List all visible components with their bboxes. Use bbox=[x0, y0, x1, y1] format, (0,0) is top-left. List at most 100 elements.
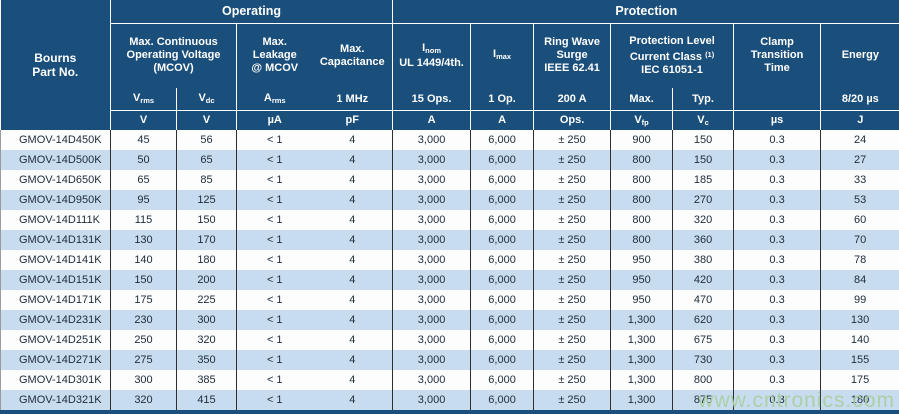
value-cell: 4 bbox=[312, 170, 394, 190]
value-cell: < 1 bbox=[266, 154, 283, 166]
value-cell: 270 bbox=[672, 190, 735, 210]
symbol-header-4: 15 Ops. bbox=[392, 88, 472, 111]
value-cell: 6,000 bbox=[470, 230, 535, 250]
value-cell: 3,000 bbox=[392, 390, 472, 410]
value-cell: 3,000 bbox=[392, 350, 472, 370]
value-cell: 6,000 bbox=[470, 210, 535, 230]
value-cell: 4 bbox=[312, 210, 394, 230]
symbol-header-10: 8/20 µs bbox=[820, 88, 899, 111]
value-cell: 150 bbox=[110, 270, 177, 290]
value-cell: 1,300 bbox=[610, 350, 674, 370]
value-cell: 0.3 bbox=[733, 390, 822, 410]
value-cell: 3,000 bbox=[392, 290, 472, 310]
value-cell: < 1 bbox=[266, 234, 283, 246]
value-cell: 130 bbox=[110, 230, 177, 250]
part-number-cell: GMOV-14D950K bbox=[0, 190, 111, 210]
value-cell: 140 bbox=[820, 330, 899, 350]
value-cell: 3,000 bbox=[392, 230, 472, 250]
value-cell: 155 bbox=[820, 350, 899, 370]
part-col-header: Bourns Part No. bbox=[0, 0, 111, 130]
value-cell: 1,300 bbox=[610, 390, 674, 410]
table-row: GMOV-14D321K 320 415 < 1 4 3,000 6,000 ± 250 1,3… bbox=[0, 390, 899, 410]
value-cell: ± 250 bbox=[533, 150, 612, 170]
value-cell: 180 bbox=[820, 390, 899, 410]
value-cell: 4 bbox=[312, 290, 394, 310]
value-cell: 150 bbox=[672, 130, 735, 150]
value-cell: 33 bbox=[820, 170, 899, 190]
value-cell: 200 bbox=[176, 270, 237, 290]
unit-header-8: Vc bbox=[672, 110, 735, 130]
value-cell: 3,000 bbox=[392, 270, 472, 290]
symbol-header-9 bbox=[733, 88, 822, 111]
value-cell: 300 bbox=[176, 310, 237, 330]
table-row: GMOV-14D301K 300 385 < 1 4 3,000 6,000 ± 250 1,3… bbox=[0, 370, 899, 390]
value-cell: 27 bbox=[820, 150, 899, 170]
value-cell: 4 bbox=[312, 270, 394, 290]
value-cell: 380 bbox=[672, 250, 735, 270]
value-cell: < 1 bbox=[266, 294, 283, 306]
value-cell: 150 bbox=[176, 210, 237, 230]
value-cell: < 1 bbox=[266, 194, 283, 206]
value-cell: 65 bbox=[176, 150, 237, 170]
symbol-header-0: Vrms bbox=[110, 88, 177, 111]
value-cell: 85 bbox=[176, 170, 237, 190]
part-number-cell: GMOV-14D171K bbox=[0, 290, 111, 310]
part-number-cell: GMOV-14D271K bbox=[0, 350, 111, 370]
value-cell: 1,300 bbox=[610, 310, 674, 330]
table-row: GMOV-14D131K 130 170 < 1 4 3,000 6,000 ± 250 800… bbox=[0, 230, 899, 250]
value-cell: 170 bbox=[176, 230, 237, 250]
value-cell: ± 250 bbox=[533, 290, 612, 310]
value-cell: ± 250 bbox=[533, 250, 612, 270]
value-cell: 65 bbox=[110, 170, 177, 190]
value-cell: ± 250 bbox=[533, 330, 612, 350]
table-row: GMOV-14D171K 175 225 < 1 4 3,000 6,000 ± 250 950… bbox=[0, 290, 899, 310]
value-cell: 4 bbox=[312, 250, 394, 270]
value-cell: 3,000 bbox=[392, 170, 472, 190]
value-cell: 175 bbox=[110, 290, 177, 310]
value-cell: 320 bbox=[110, 390, 177, 410]
value-cell: 1,300 bbox=[610, 370, 674, 390]
value-cell: 185 bbox=[672, 170, 735, 190]
group-header-protection: Protection bbox=[392, 0, 899, 24]
symbol-header-1: Vdc bbox=[176, 88, 237, 111]
value-cell: ± 250 bbox=[533, 270, 612, 290]
value-cell: 875 bbox=[672, 390, 735, 410]
header-group-row: Bourns Part No. Operating Protection bbox=[0, 0, 899, 130]
value-cell: 0.3 bbox=[733, 250, 822, 270]
value-cell: 6,000 bbox=[470, 370, 535, 390]
part-number-cell: GMOV-14D231K bbox=[0, 310, 111, 330]
value-cell: 140 bbox=[110, 250, 177, 270]
value-cell: 620 bbox=[672, 310, 735, 330]
value-cell: 420 bbox=[672, 270, 735, 290]
value-cell: 70 bbox=[820, 230, 899, 250]
value-cell: 800 bbox=[610, 170, 674, 190]
table-header: Bourns Part No. Operating Protection Max. Co… bbox=[0, 0, 899, 130]
table-row: GMOV-14D231K 230 300 < 1 4 3,000 6,000 ± 250 1,3… bbox=[0, 310, 899, 330]
value-cell: 4 bbox=[312, 130, 394, 150]
value-cell: 800 bbox=[610, 230, 674, 250]
value-cell: 95 bbox=[110, 190, 177, 210]
value-cell: 800 bbox=[610, 190, 674, 210]
table-body: GMOV-14D450K 45 56 < 1 4 3,000 6,000 ± 250 900 15… bbox=[0, 130, 899, 410]
value-cell: 350 bbox=[176, 350, 237, 370]
value-cell: 4 bbox=[312, 370, 394, 390]
value-cell: 0.3 bbox=[733, 270, 822, 290]
value-cell: 50 bbox=[110, 150, 177, 170]
value-cell: 6,000 bbox=[470, 150, 535, 170]
value-cell: 4 bbox=[312, 390, 394, 410]
value-cell: 4 bbox=[312, 310, 394, 330]
value-cell: 175 bbox=[820, 370, 899, 390]
value-cell: < 1 bbox=[266, 174, 283, 186]
value-cell: 0.3 bbox=[733, 290, 822, 310]
value-cell: < 1 bbox=[266, 394, 283, 406]
value-cell: 6,000 bbox=[470, 290, 535, 310]
value-cell: 45 bbox=[110, 130, 177, 150]
part-number-cell: GMOV-14D450K bbox=[0, 130, 111, 150]
value-cell: 53 bbox=[820, 190, 899, 210]
value-cell: 150 bbox=[672, 150, 735, 170]
value-cell: 800 bbox=[672, 370, 735, 390]
unit-header-5: A bbox=[470, 110, 535, 130]
value-cell: < 1 bbox=[266, 214, 283, 226]
symbol-header-5: 1 Op. bbox=[470, 88, 535, 111]
value-cell: 320 bbox=[672, 210, 735, 230]
